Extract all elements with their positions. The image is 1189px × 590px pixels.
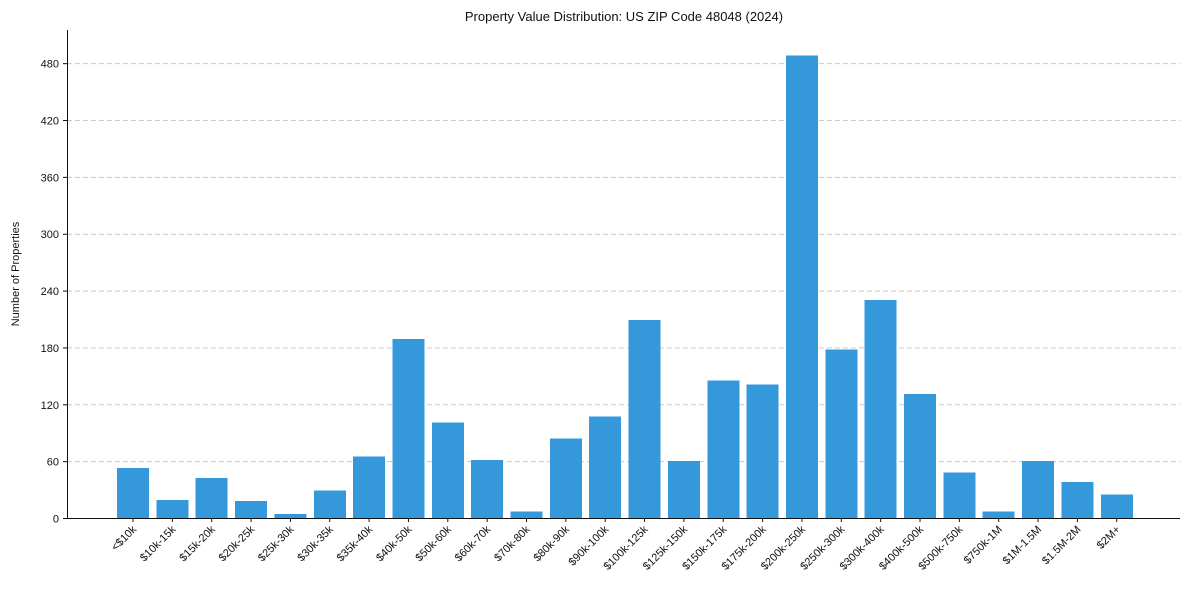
bar xyxy=(235,500,268,518)
x-tick-label: $70k-80k xyxy=(492,523,533,564)
x-tick-label: $1.5M-2M xyxy=(1040,524,1084,568)
bar xyxy=(156,499,189,518)
x-tick-label: $80k-90k xyxy=(531,523,572,564)
bar xyxy=(707,380,740,518)
bar xyxy=(313,490,346,518)
bar xyxy=(943,472,976,518)
bar xyxy=(274,514,307,518)
bar xyxy=(392,338,425,518)
x-tick-label: $35k-40k xyxy=(335,523,376,564)
gridlines xyxy=(67,63,1180,463)
axes xyxy=(67,30,1180,519)
bar xyxy=(353,456,386,518)
bar xyxy=(1022,461,1055,518)
y-tick-label: 240 xyxy=(41,286,59,298)
y-tick-label: 180 xyxy=(41,343,59,355)
x-tick-label: $750k-1M xyxy=(962,524,1005,567)
bar xyxy=(864,300,897,518)
bar xyxy=(549,438,582,518)
bar xyxy=(982,511,1015,518)
y-axis-label: Number of Properties xyxy=(10,221,22,326)
x-tick-label: <$10k xyxy=(109,523,139,553)
bar xyxy=(1061,481,1094,518)
x-tick-label: $20k-25k xyxy=(217,523,258,564)
bar xyxy=(195,478,228,518)
x-tick-label: $50k-60k xyxy=(413,523,454,564)
bar xyxy=(589,416,622,518)
chart-title: Property Value Distribution: US ZIP Code… xyxy=(465,9,783,24)
bar xyxy=(667,461,700,518)
x-tick-label: $40k-50k xyxy=(374,523,415,564)
bar xyxy=(1100,494,1133,518)
y-tick-label: 120 xyxy=(41,400,59,412)
bar xyxy=(825,349,858,518)
bar xyxy=(628,319,661,518)
bars xyxy=(117,55,1133,518)
x-tick-label: $1M-1.5M xyxy=(1001,524,1045,568)
y-tick-label: 60 xyxy=(47,457,59,469)
y-tick-label: 480 xyxy=(41,59,59,71)
x-tick-label: $60k-70k xyxy=(453,523,494,564)
x-ticks: <$10k$10k-15k$15k-20k$20k-25k$25k-30k$30… xyxy=(109,518,1123,573)
bar xyxy=(785,55,818,518)
y-tick-label: 300 xyxy=(41,229,59,241)
bar xyxy=(117,467,149,518)
x-tick-label: $15k-20k xyxy=(177,523,218,564)
x-tick-label: $10k-15k xyxy=(138,523,179,564)
bar xyxy=(510,511,543,518)
x-tick-label: $2M+ xyxy=(1095,524,1123,552)
x-tick-label: $30k-35k xyxy=(295,523,336,564)
bar xyxy=(431,422,464,518)
x-tick-label: $25k-30k xyxy=(256,523,297,564)
bar xyxy=(471,460,504,518)
bar xyxy=(746,384,779,518)
y-tick-label: 360 xyxy=(41,172,59,184)
y-ticks: 0 60 120 180 240 300 360 420 480 xyxy=(41,59,67,526)
bar xyxy=(904,393,936,518)
y-tick-label: 420 xyxy=(41,116,59,128)
y-tick-label: 0 xyxy=(53,514,59,526)
